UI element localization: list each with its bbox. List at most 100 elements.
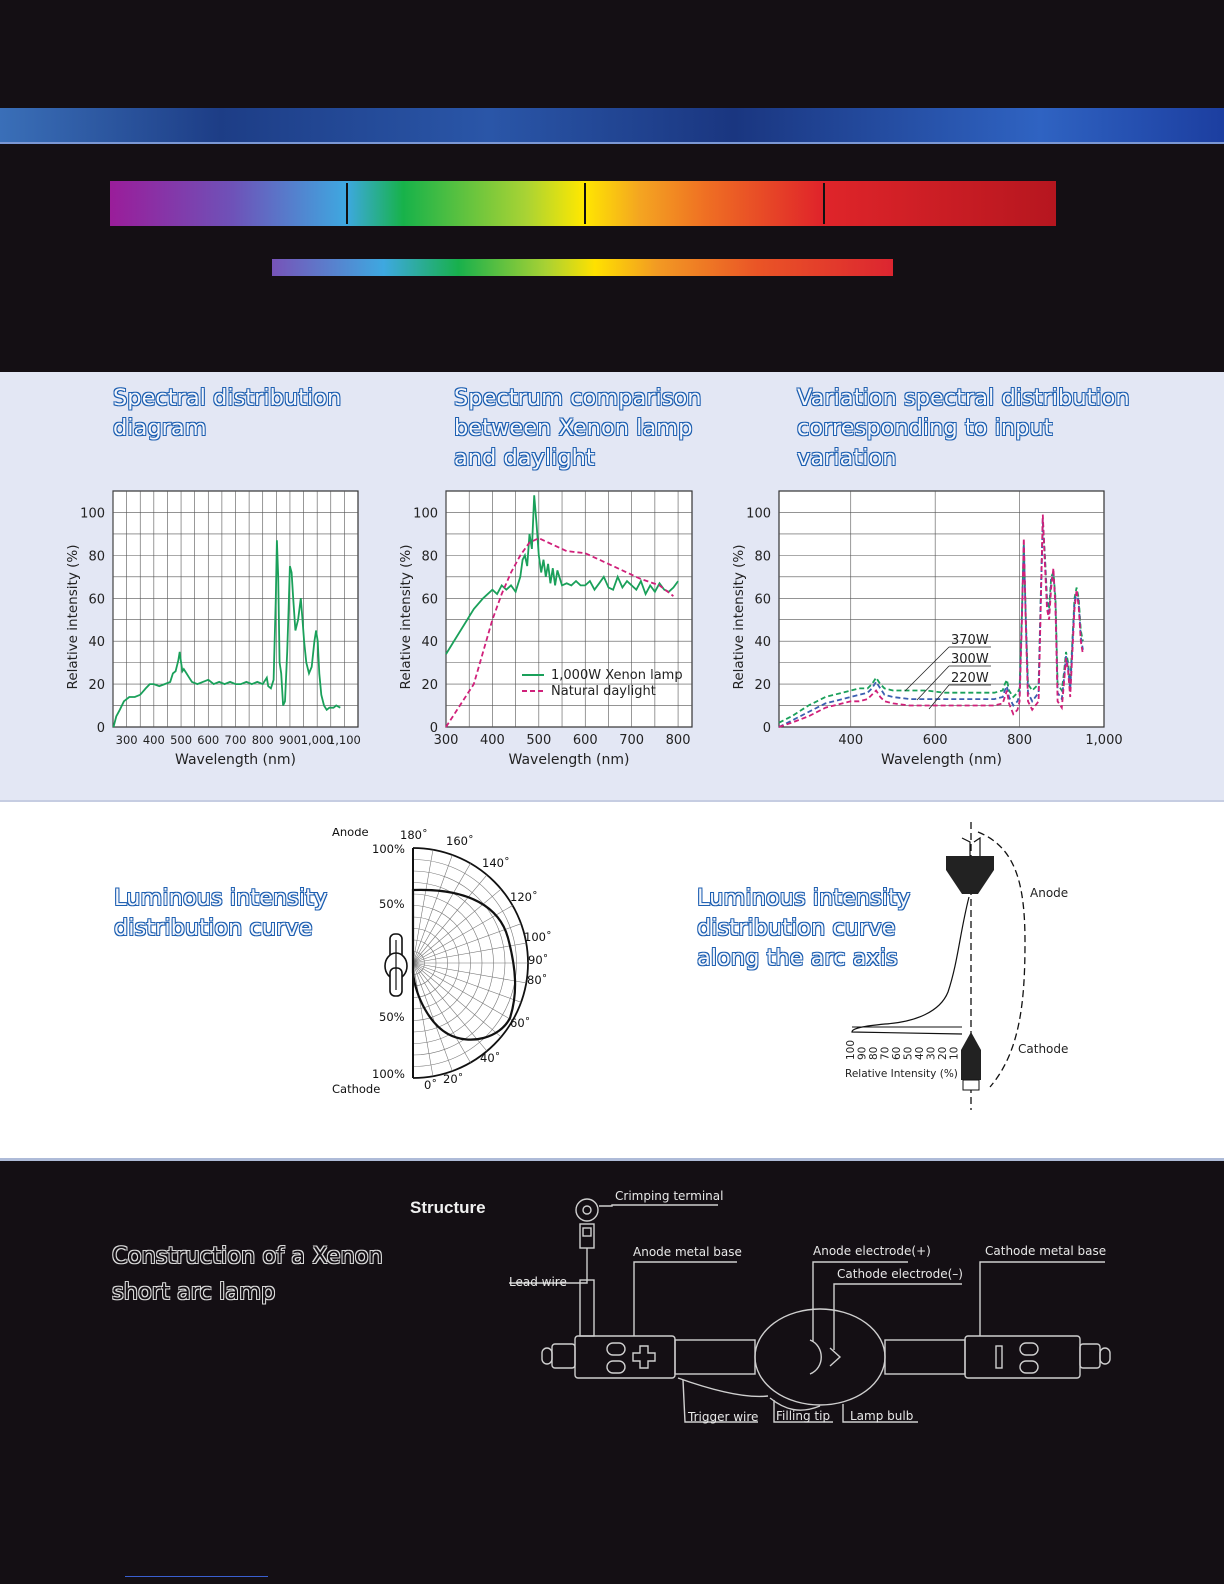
polar-spoke bbox=[412, 863, 471, 964]
angle-label: 80˚ bbox=[527, 972, 547, 987]
arc-scale-label: 40 bbox=[914, 1047, 926, 1060]
y-tick-label: 80 bbox=[421, 549, 438, 564]
y-tick-label: 40 bbox=[88, 635, 105, 650]
polar-grid bbox=[412, 847, 529, 1079]
structure-title: Structure bbox=[410, 1198, 486, 1217]
visible-spectrum-bar bbox=[272, 259, 893, 276]
series-line bbox=[778, 514, 1084, 728]
x-tick-label: 1,000 bbox=[301, 733, 334, 747]
label-cathode-electrode: Cathode electrode(–) bbox=[837, 1267, 963, 1281]
x-tick-label: 800 bbox=[252, 733, 274, 747]
chart-1: 0 20 40 60 80 100 300 400 500 600 700 800 900 1,0001,… bbox=[65, 490, 361, 768]
pct-label: 50% bbox=[379, 1010, 405, 1024]
arc-axis-diagram: Anode Cathode 100 90 80 70 60 50 40 30 20 10 Rela… bbox=[845, 822, 1068, 1110]
heading-construction: Construction of a Xenon short arc lamp bbox=[112, 1243, 383, 1305]
y-tick-label: 100 bbox=[413, 506, 438, 521]
angle-label: 0˚ bbox=[424, 1077, 437, 1092]
annotation-label: 370W bbox=[951, 633, 989, 648]
polar-spoke bbox=[412, 962, 513, 1021]
y-tick-label: 60 bbox=[88, 592, 105, 607]
arc-anode-label: Anode bbox=[1030, 886, 1068, 900]
arc-intensity-curve bbox=[851, 896, 970, 1035]
y-tick-label: 0 bbox=[763, 721, 771, 736]
y-tick-label: 0 bbox=[97, 721, 105, 736]
heading-luminous-arc: Luminous intensity distribution curve al… bbox=[697, 885, 911, 971]
x-tick-label: 1,100 bbox=[328, 733, 361, 747]
x-tick-label: 300 bbox=[434, 733, 459, 748]
lamp-icon bbox=[384, 933, 408, 997]
top-banner bbox=[0, 108, 1224, 144]
label-cathode-metal-base: Cathode metal base bbox=[985, 1244, 1106, 1258]
arc-scale-label: 60 bbox=[891, 1047, 903, 1060]
x-tick-label: 500 bbox=[526, 733, 551, 748]
x-tick-label: 300 bbox=[116, 733, 138, 747]
pct-label: 100% bbox=[372, 1067, 405, 1081]
arc-cathode-label: Cathode bbox=[1018, 1042, 1068, 1056]
arc-scale-label: 90 bbox=[857, 1047, 869, 1060]
label-filling-tip: Filling tip bbox=[776, 1409, 830, 1423]
cathode-electrode-icon bbox=[961, 1032, 981, 1091]
spectrum-divider bbox=[346, 183, 348, 224]
polar-spoke bbox=[412, 962, 488, 1052]
heading-comparison: Spectrum comparison between Xenon lamp a… bbox=[454, 385, 702, 471]
polar-spoke bbox=[412, 923, 522, 964]
heading-variation: Variation spectral distribution correspo… bbox=[797, 385, 1130, 471]
x-tick-label: 400 bbox=[480, 733, 505, 748]
y-tick-label: 100 bbox=[746, 506, 771, 521]
arc-scale-label: 80 bbox=[868, 1047, 880, 1060]
annotation-leader bbox=[904, 646, 950, 692]
label-trigger-wire: Trigger wire bbox=[687, 1410, 758, 1424]
heading-luminous: Luminous intensity distribution curve bbox=[114, 885, 328, 941]
polar-anode-label: Anode bbox=[332, 828, 369, 839]
legend-label: 1,000W Xenon lamp bbox=[551, 668, 683, 683]
x-tick-label: 400 bbox=[838, 733, 863, 748]
spectrum-divider bbox=[823, 183, 825, 224]
x-tick-label: 600 bbox=[197, 733, 219, 747]
arc-scale-label: 30 bbox=[926, 1047, 938, 1060]
x-tick-label: 500 bbox=[170, 733, 192, 747]
polar-spoke bbox=[412, 962, 502, 1038]
label-anode-electrode: Anode electrode(+) bbox=[813, 1244, 931, 1258]
x-tick-label: 900 bbox=[279, 733, 301, 747]
polar-spoke bbox=[412, 962, 434, 1077]
angle-label: 140˚ bbox=[482, 855, 510, 870]
spectrum-divider bbox=[584, 183, 586, 224]
polar-cathode-label: Cathode bbox=[332, 1082, 380, 1096]
intensity-curve bbox=[411, 888, 517, 1041]
x-tick-label: 600 bbox=[573, 733, 598, 748]
arc-scale-label: 20 bbox=[937, 1047, 949, 1060]
polar-spoke bbox=[412, 888, 502, 964]
series-line bbox=[445, 537, 674, 728]
arc-scale-label: 70 bbox=[880, 1047, 892, 1060]
y-axis-label: Relative intensity (%) bbox=[731, 545, 747, 690]
polar-spoke bbox=[412, 962, 471, 1063]
polar-spoke bbox=[412, 874, 488, 964]
footer-rule bbox=[125, 1576, 268, 1577]
pct-label: 100% bbox=[372, 842, 405, 856]
angle-label: 20˚ bbox=[443, 1071, 463, 1086]
annotation-leader bbox=[928, 684, 950, 710]
arc-scale-label: 50 bbox=[903, 1047, 915, 1060]
label-lamp-bulb: Lamp bulb bbox=[850, 1409, 913, 1423]
plot-area bbox=[445, 490, 693, 728]
arc-axis-label: Relative Intensity (%) bbox=[845, 1068, 958, 1080]
arc-scale-label: 100 bbox=[845, 1040, 857, 1060]
x-axis-label: Wavelength (nm) bbox=[175, 752, 296, 768]
x-tick-label: 700 bbox=[619, 733, 644, 748]
chart-2: 0 20 40 60 80 100 300 400 500 600 700 800 Wavelength… bbox=[398, 490, 693, 768]
polar-spoke bbox=[412, 962, 453, 1072]
polar-spoke bbox=[412, 854, 453, 964]
annotation-label: 300W bbox=[951, 652, 989, 667]
pct-label: 50% bbox=[379, 897, 405, 911]
legend-label: Natural daylight bbox=[551, 684, 656, 699]
x-tick-label: 800 bbox=[666, 733, 691, 748]
color-spectrum-bar bbox=[110, 181, 1056, 226]
arc-scale-label: 10 bbox=[949, 1047, 961, 1060]
angle-label: 90˚ bbox=[528, 952, 548, 967]
y-tick-label: 20 bbox=[88, 678, 105, 693]
polar-spoke bbox=[412, 849, 434, 964]
y-tick-label: 40 bbox=[421, 635, 438, 650]
polar-spoke bbox=[412, 962, 527, 984]
x-tick-label: 600 bbox=[923, 733, 948, 748]
y-tick-label: 40 bbox=[754, 635, 771, 650]
